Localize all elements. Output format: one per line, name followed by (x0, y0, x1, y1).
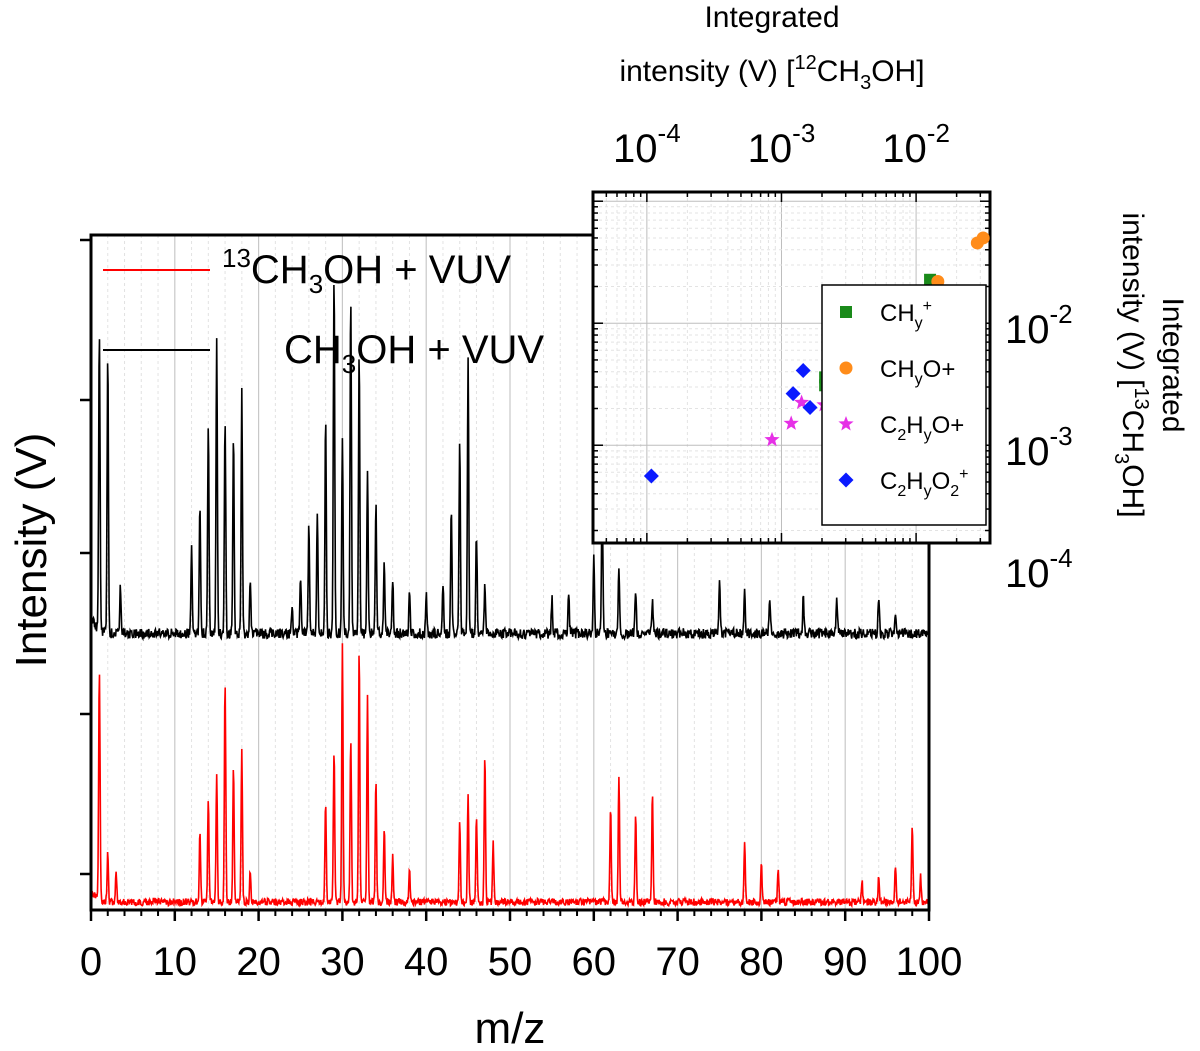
inset-legend: CHy+ CHyO+ C2HyO+ C2HyO2+ (821, 284, 987, 526)
inset-x-tick-label: 10-4 (613, 118, 681, 171)
inset-legend-entry: C2HyO2+ (880, 466, 969, 500)
svg-text:Integrated: Integrated (1156, 297, 1189, 432)
spectrum-x-tick-label: 20 (236, 940, 281, 984)
inset-y-tick-label: 10-2 (1005, 299, 1073, 352)
spectrum-x-tick-label: 80 (739, 940, 784, 984)
inset-scatter-plot: 10-4 10-3 10-2 10-2 10-3 10-4 CHy+ CHyO+ C2HyO… (591, 1, 1189, 596)
inset-y-tick-label: 10-4 (1005, 543, 1073, 596)
inset-x-tick-label: 10-2 (882, 118, 950, 171)
inset-point-diamond (785, 386, 801, 402)
spectrum-y-ticks (80, 238, 91, 876)
inset-point-diamond (802, 399, 818, 415)
inset-legend-marker (838, 416, 854, 431)
legend-entry: CH3OH + VUV (284, 328, 544, 379)
inset-y-axis-label: Integrated intensity (V) [13CH3OH] (1110, 212, 1189, 517)
inset-legend-marker (838, 472, 854, 488)
spectrum-x-tick-label: 40 (404, 940, 449, 984)
spectrum-x-tick-label: 10 (153, 940, 198, 984)
inset-legend-marker (840, 306, 852, 318)
inset-legend-entry: CHyO+ (880, 356, 955, 388)
spectrum-x-tick-label: 60 (572, 940, 617, 984)
inset-y-tick-labels: 10-2 10-3 10-4 (1005, 299, 1073, 596)
inset-point-circle (976, 231, 990, 245)
spectrum-x-tick-label: 50 (488, 940, 533, 984)
spectrum-legend: 13CH3OH + VUV CH3OH + VUV (103, 243, 544, 379)
inset-x-tick-labels: 10-4 10-3 10-2 (613, 118, 950, 171)
spectrum-plot: 0 10 20 30 40 50 60 70 80 90 100 m/z Intensity (V)… (7, 233, 963, 1051)
series-line-ch3oh (90, 284, 930, 642)
svg-text:Integrated: Integrated (704, 1, 839, 34)
inset-x-tick-label: 10-3 (748, 118, 816, 171)
spectrum-x-tick-label: 0 (80, 940, 102, 984)
inset-point-diamond (643, 468, 659, 484)
inset-y-tick-label: 10-3 (1005, 421, 1073, 474)
inset-legend-marker (839, 361, 853, 375)
inset-legend-entry: CHy+ (880, 298, 932, 332)
spectrum-x-axis-label: m/z (475, 1004, 546, 1051)
spectrum-lines (90, 284, 930, 909)
svg-text:intensity (V) [12CH3OH]: intensity (V) [12CH3OH] (619, 52, 924, 94)
series-line-13ch3oh (90, 643, 930, 909)
inset-point-diamond (795, 362, 811, 378)
inset-legend-entry: C2HyO+ (880, 412, 964, 444)
spectrum-x-ticks: 0 10 20 30 40 50 60 70 80 90 100 (80, 910, 963, 984)
spectrum-x-tick-label: 30 (320, 940, 365, 984)
spectrum-x-tick-label: 90 (823, 940, 868, 984)
inset-point-star (794, 394, 810, 409)
inset-legend-box (821, 284, 987, 526)
inset-frame (591, 190, 992, 545)
inset-point-star (783, 415, 799, 430)
spectrum-x-tick-label: 100 (896, 940, 963, 984)
inset-point-star (764, 431, 780, 447)
inset-x-axis-label: Integrated intensity (V) [12CH3OH] (619, 1, 924, 94)
svg-text:intensity (V) [13CH3OH]: intensity (V) [13CH3OH] (1110, 212, 1152, 517)
spectrum-x-tick-label: 70 (655, 940, 700, 984)
legend-entry: 13CH3OH + VUV (222, 243, 511, 299)
spectrum-y-axis-label: Intensity (V) (7, 433, 56, 668)
